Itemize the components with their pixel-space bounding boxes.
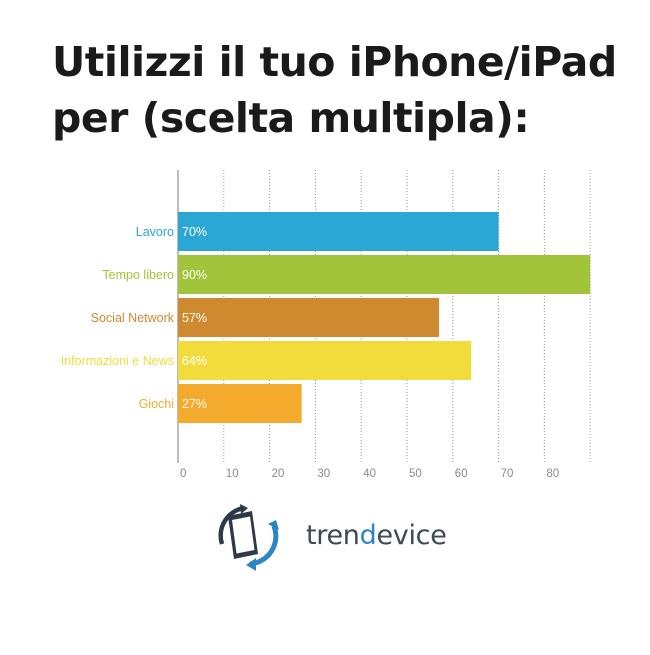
- data-label: 57%: [182, 311, 207, 325]
- logo-text-prefix: tren: [306, 520, 360, 551]
- data-label: 90%: [182, 268, 207, 282]
- x-tick-label: 30: [317, 468, 330, 480]
- x-tick-label: 40: [363, 468, 376, 480]
- category-label: Social Network: [91, 311, 175, 325]
- bar-chart: Lavoro 70% Tempo libero 90% Social Network 57…: [61, 170, 591, 480]
- bar: [178, 298, 440, 337]
- x-tick-label: 0: [180, 468, 186, 480]
- x-tick-label: 20: [272, 468, 285, 480]
- bar: [178, 212, 499, 251]
- chart-title: Utilizzi il tuo iPhone/iPad per (scelta …: [52, 38, 617, 142]
- x-tick-label: 60: [455, 468, 468, 480]
- trendevice-logo-text: trendevice: [306, 520, 447, 551]
- bar: [178, 341, 472, 380]
- data-label: 70%: [182, 225, 207, 239]
- trendevice-logo-icon: [218, 504, 279, 571]
- data-label: 27%: [182, 397, 207, 411]
- x-tick-label: 70: [501, 468, 514, 480]
- logo-text-accent: d: [359, 520, 377, 551]
- category-label: Giochi: [139, 397, 174, 411]
- category-label: Informazioni e News: [61, 354, 174, 368]
- bar: [178, 255, 591, 294]
- trendevice-logo: trendevice: [214, 502, 454, 574]
- x-tick-label: 80: [546, 468, 559, 480]
- category-label: Tempo libero: [102, 268, 174, 282]
- x-tick-label: 50: [409, 468, 422, 480]
- category-label: Lavoro: [136, 225, 174, 239]
- x-tick-label: 10: [226, 468, 239, 480]
- data-label: 64%: [182, 354, 207, 368]
- logo-text-suffix: evice: [376, 520, 447, 551]
- bar: [178, 384, 302, 423]
